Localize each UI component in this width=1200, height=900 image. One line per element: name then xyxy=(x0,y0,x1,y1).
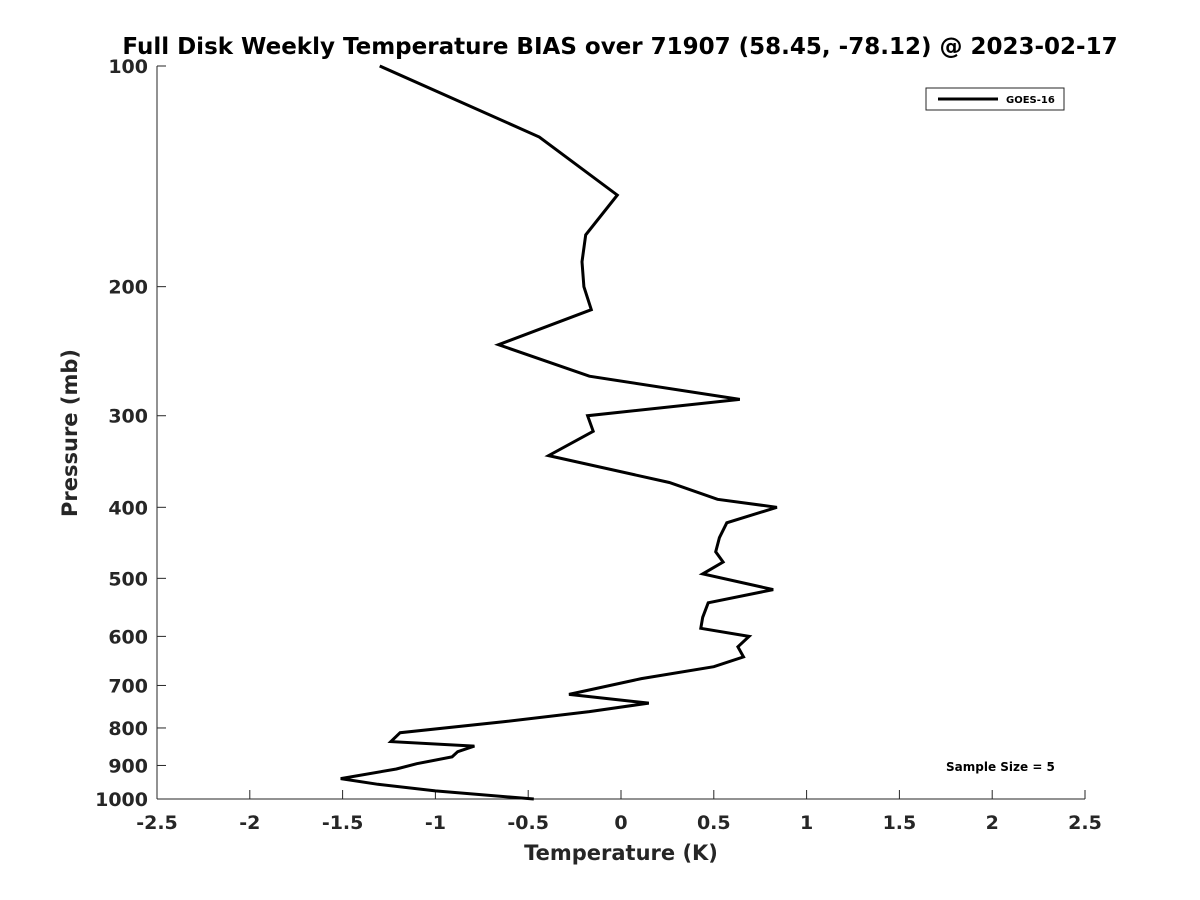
x-tick-label: -2.5 xyxy=(136,812,178,834)
y-tick-label: 100 xyxy=(108,56,148,78)
x-tick-label: -1 xyxy=(425,812,446,834)
y-tick-label: 700 xyxy=(108,675,148,697)
y-axis-label: Pressure (mb) xyxy=(58,349,82,517)
x-tick-label: -2 xyxy=(239,812,260,834)
y-axis-ticks: 100 200 300 400 500 600 700 800 900 1000 xyxy=(95,56,166,811)
x-tick-label: 2.5 xyxy=(1068,812,1102,834)
x-tick-label: 0 xyxy=(614,812,627,834)
x-tick-label: 1 xyxy=(800,812,813,834)
y-tick-label: 400 xyxy=(108,497,148,519)
x-tick-label: 0.5 xyxy=(697,812,731,834)
y-tick-label: 800 xyxy=(108,718,148,740)
y-tick-label: 1000 xyxy=(95,789,148,811)
series-layer xyxy=(340,64,778,801)
x-tick-label: 2 xyxy=(986,812,999,834)
x-axis-label: Temperature (K) xyxy=(524,841,718,865)
x-tick-label: -1.5 xyxy=(322,812,364,834)
y-tick-label: 500 xyxy=(108,568,148,590)
x-tick-label: 1.5 xyxy=(883,812,917,834)
legend-label-goes16: GOES-16 xyxy=(1006,95,1055,106)
sample-size-annotation: Sample Size = 5 xyxy=(946,760,1055,774)
series-line-goes-16 xyxy=(340,64,778,801)
chart-title: Full Disk Weekly Temperature BIAS over 7… xyxy=(122,34,1117,60)
y-tick-label: 300 xyxy=(108,406,148,428)
legend: GOES-16 xyxy=(925,87,1065,111)
y-tick-label: 200 xyxy=(108,277,148,299)
y-tick-label: 600 xyxy=(108,626,148,648)
x-tick-label: -0.5 xyxy=(507,812,549,834)
x-axis-ticks: -2.5 -2 -1.5 -1 -0.5 0 0.5 1 1.5 2 2.5 xyxy=(136,790,1102,834)
y-tick-label: 900 xyxy=(108,755,148,777)
